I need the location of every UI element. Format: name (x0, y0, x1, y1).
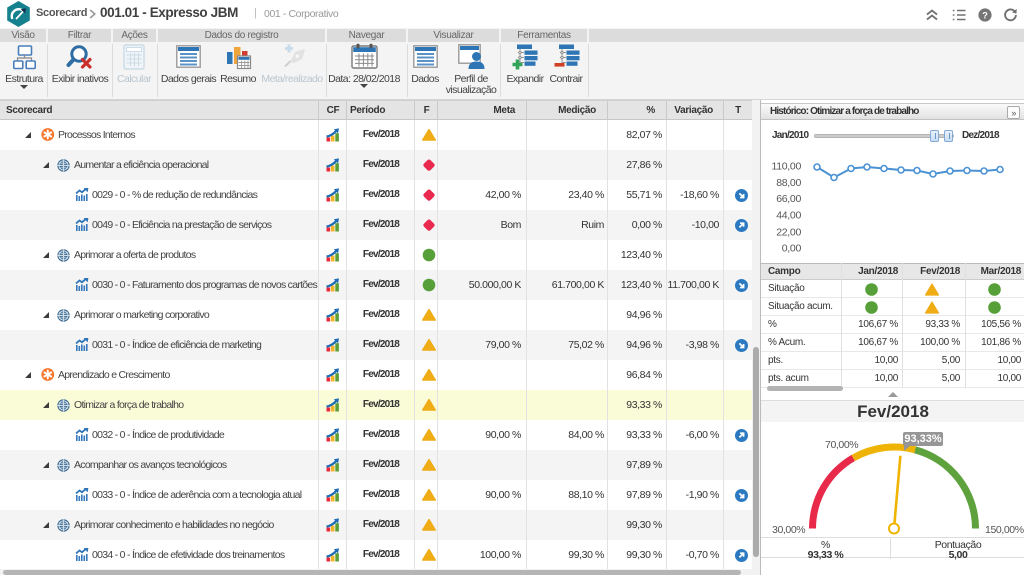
svg-text:66,00: 66,00 (776, 193, 801, 205)
svg-text:44,00: 44,00 (776, 210, 801, 222)
svg-text:0,00: 0,00 (782, 243, 802, 255)
svg-text:88,00: 88,00 (776, 177, 801, 189)
svg-text:22,00: 22,00 (776, 226, 801, 238)
svg-text:110,00: 110,00 (771, 161, 801, 173)
svg-text:?: ? (982, 10, 988, 21)
